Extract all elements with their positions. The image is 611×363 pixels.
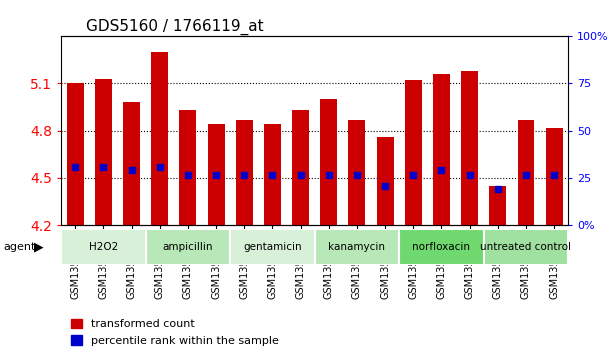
- Bar: [67, 83, 84, 225]
- Bar: [546, 127, 563, 225]
- Bar: [348, 120, 365, 225]
- Bar: [489, 186, 507, 225]
- Text: kanamycin: kanamycin: [329, 242, 386, 252]
- FancyBboxPatch shape: [61, 229, 145, 265]
- FancyBboxPatch shape: [315, 229, 399, 265]
- Bar: [208, 125, 224, 225]
- Text: ampicillin: ampicillin: [163, 242, 213, 252]
- FancyBboxPatch shape: [230, 229, 315, 265]
- Bar: [518, 120, 535, 225]
- Text: H2O2: H2O2: [89, 242, 118, 252]
- FancyBboxPatch shape: [484, 229, 568, 265]
- Bar: [123, 102, 140, 225]
- Bar: [292, 110, 309, 225]
- Text: GDS5160 / 1766119_at: GDS5160 / 1766119_at: [87, 19, 264, 35]
- FancyBboxPatch shape: [145, 229, 230, 265]
- Bar: [320, 99, 337, 225]
- Legend: transformed count, percentile rank within the sample: transformed count, percentile rank withi…: [67, 314, 284, 350]
- Text: untreated control: untreated control: [480, 242, 571, 252]
- Text: gentamicin: gentamicin: [243, 242, 302, 252]
- Bar: [180, 110, 196, 225]
- Text: agent: agent: [3, 242, 35, 252]
- Bar: [236, 120, 253, 225]
- Bar: [433, 74, 450, 225]
- Text: ▶: ▶: [34, 240, 43, 253]
- Bar: [461, 71, 478, 225]
- Bar: [95, 79, 112, 225]
- FancyBboxPatch shape: [399, 229, 484, 265]
- Text: norfloxacin: norfloxacin: [412, 242, 470, 252]
- Bar: [264, 125, 281, 225]
- Bar: [152, 52, 168, 225]
- Bar: [405, 80, 422, 225]
- Bar: [376, 137, 393, 225]
